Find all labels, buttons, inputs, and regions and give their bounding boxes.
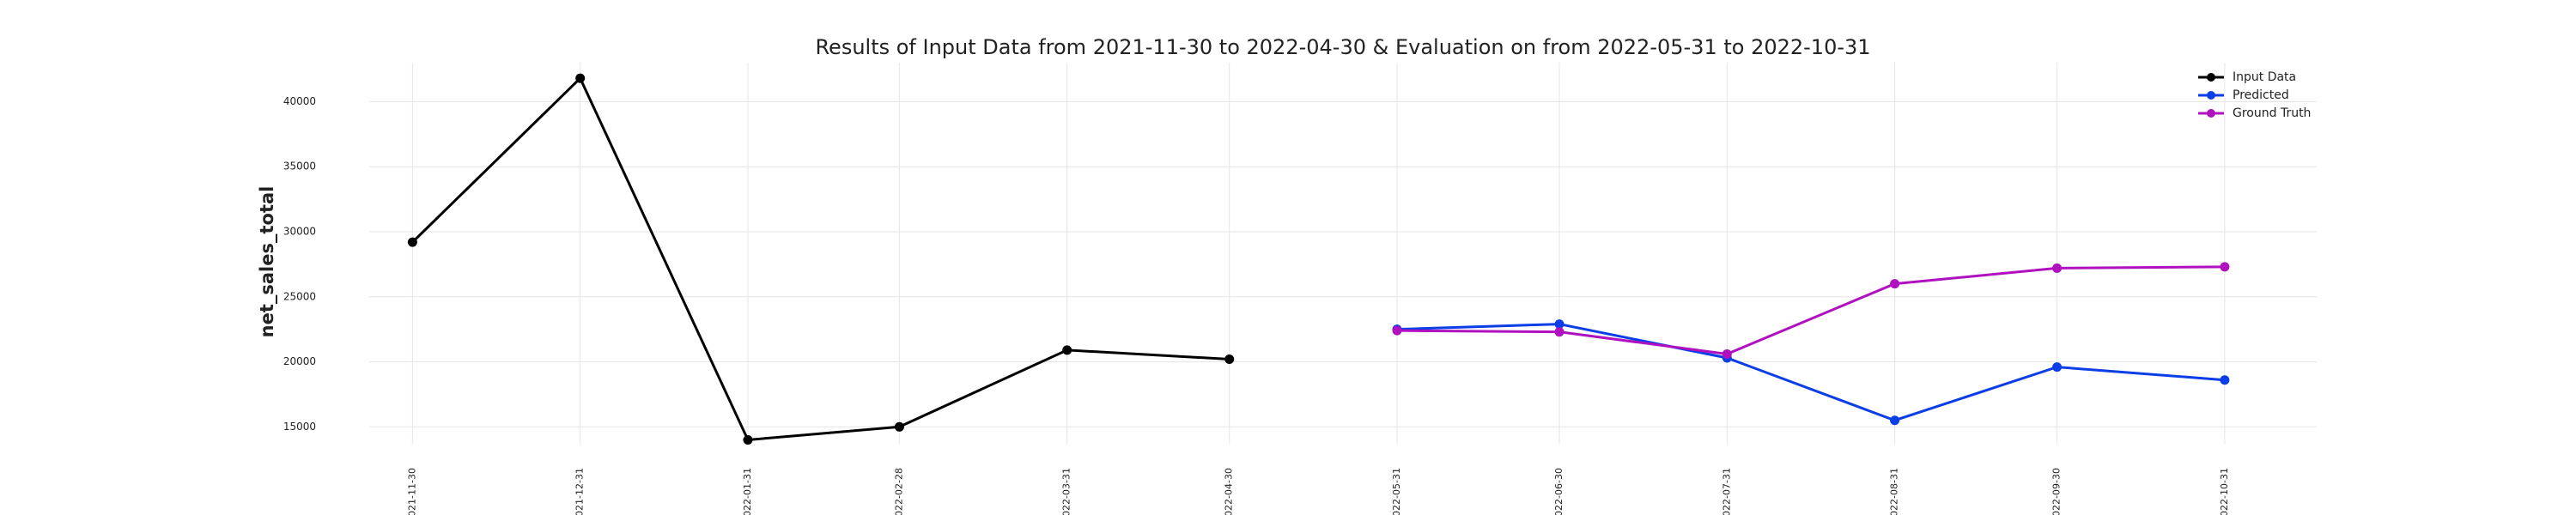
point	[894, 421, 904, 432]
point	[2052, 362, 2063, 373]
point	[1554, 319, 1564, 330]
legend-marker	[2207, 91, 2215, 100]
point	[1392, 325, 1402, 336]
x-tick-label: 2022-06-30	[1553, 468, 1564, 515]
y-tick-label: 35000	[283, 161, 316, 173]
x-tick-label: 2022-09-30	[2051, 468, 2063, 515]
x-tick-label: 2022-01-31	[742, 468, 753, 515]
y-tick-label: 40000	[283, 95, 316, 107]
y-tick-label: 20000	[283, 355, 316, 367]
x-tick-label: 2022-08-31	[1889, 468, 1900, 515]
y-tick-label: 30000	[283, 225, 316, 237]
y-tick-label: 15000	[283, 421, 316, 433]
legend-label: Input Data	[2233, 70, 2296, 84]
x-tick-label: 2021-11-30	[406, 468, 417, 515]
point	[2220, 375, 2230, 385]
point	[2220, 262, 2230, 272]
legend-label: Ground Truth	[2233, 106, 2311, 120]
legend-label: Predicted	[2233, 88, 2289, 102]
series-line	[1396, 323, 2226, 422]
point	[1890, 415, 1900, 426]
point	[743, 434, 753, 445]
x-tick-label: 2022-04-30	[1224, 468, 1235, 515]
y-axis-label: net_sales_total	[257, 186, 277, 338]
chart-title: Results of Input Data from 2021-11-30 to…	[815, 35, 1870, 59]
point	[1224, 354, 1235, 365]
point	[1554, 327, 1564, 337]
point	[2052, 263, 2063, 273]
x-tick-label: 2021-12-31	[574, 468, 586, 515]
series-line	[411, 76, 1230, 442]
point	[1062, 345, 1072, 355]
y-tick-label: 25000	[283, 290, 316, 302]
x-tick-label: 2022-05-31	[1391, 468, 1402, 515]
x-tick-label: 2022-10-31	[2219, 468, 2230, 515]
point	[1722, 348, 1732, 359]
x-tick-label: 2022-07-31	[1721, 468, 1732, 515]
point	[575, 73, 586, 83]
x-tick-label: 2022-02-28	[893, 468, 904, 515]
series-line	[1396, 265, 2225, 355]
legend-marker	[2207, 109, 2215, 118]
legend-marker	[2207, 73, 2215, 82]
x-tick-label: 2022-03-31	[1061, 468, 1072, 515]
point	[1890, 279, 1900, 289]
point	[407, 237, 417, 247]
